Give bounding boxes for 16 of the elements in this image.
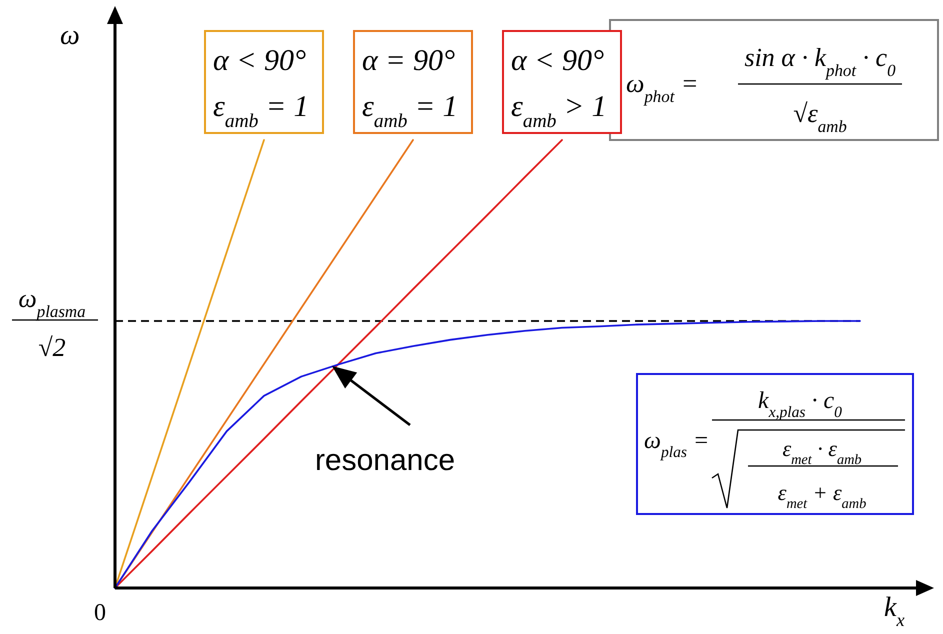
text: ω$_{phot}$ = [626, 69, 698, 106]
series-label: α < 90° ε$_{amb}$ > 1 [511, 44, 607, 132]
x-axis-title: k$_{x}$ [884, 592, 905, 630]
annotation: ε$_{met}$ · ε$_{amb}$ [782, 436, 862, 468]
text: sin α · k$_{phot}$ · c$_{0}$ [744, 43, 896, 80]
series-label: α < 90° ε$_{amb}$ = 1 [213, 44, 309, 132]
annotation: ε$_{met}$ + ε$_{amb}$ [778, 480, 866, 512]
series-label: α = 90° ε$_{amb}$ = 1 [362, 44, 458, 132]
text: 0 [94, 600, 106, 626]
annotation: k$_{x,plas}$ · c$_{0}$ [758, 388, 842, 420]
text: √2 [38, 333, 66, 362]
ref-line-label: ω$_{plasma}$ [18, 284, 86, 320]
text: √ε$_{amb}$ [793, 99, 847, 136]
annotation: resonance [314, 444, 456, 477]
annotation: ω$_{plas}$ = [644, 428, 710, 460]
y-axis-title: ω [60, 20, 80, 51]
